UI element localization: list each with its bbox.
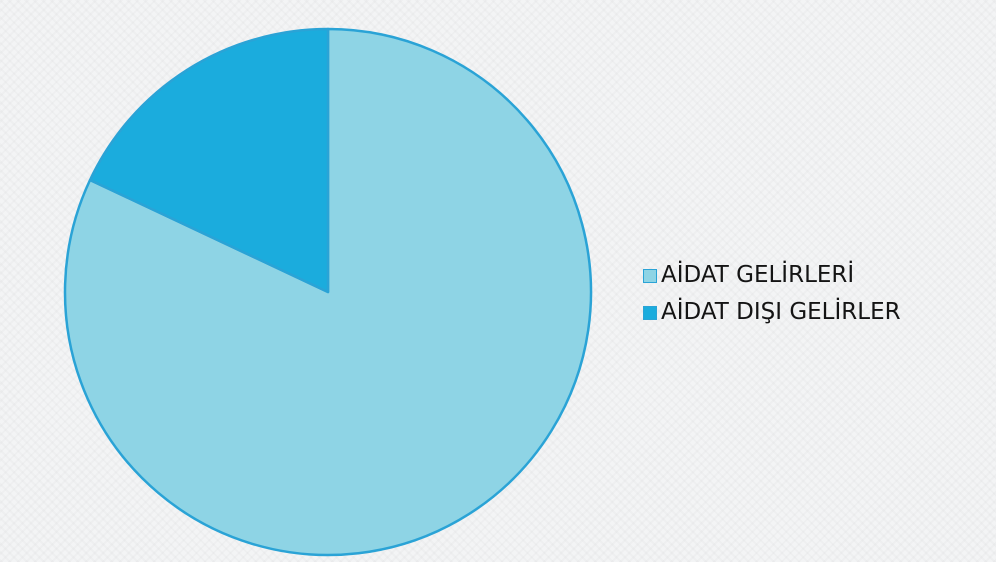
legend-swatch-aidat-disi-gelirler [643, 305, 657, 320]
slide-edge-right [996, 0, 1004, 570]
legend-swatch-aidat-gelirleri [643, 268, 657, 283]
slide-edge-bottom [0, 562, 1004, 570]
legend-label-aidat-disi-gelirler: AİDAT DIŞI GELİRLER [661, 299, 901, 325]
pie-slice-aidat-disi-gelirler [88, 27, 330, 294]
legend-label-aidat-gelirleri: AİDAT GELİRLERİ [661, 262, 855, 288]
chart-legend: AİDAT GELİRLERİ AİDAT DIŞI GELİRLER [643, 257, 901, 331]
legend-item-aidat-gelirleri: AİDAT GELİRLERİ [643, 257, 901, 294]
legend-item-aidat-disi-gelirler: AİDAT DIŞI GELİRLER [643, 294, 901, 331]
